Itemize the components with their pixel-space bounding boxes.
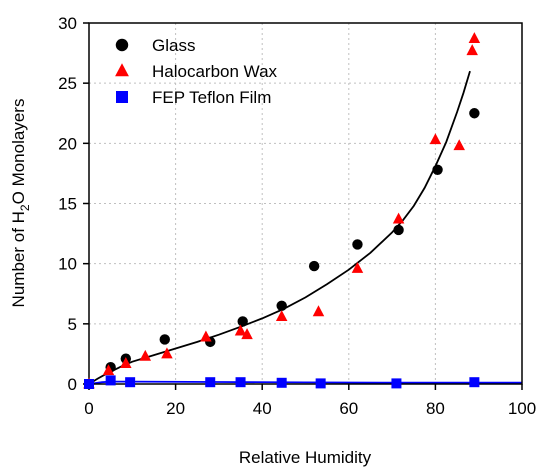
data-point [200, 330, 212, 342]
data-point [393, 224, 404, 236]
data-point [241, 328, 253, 340]
x-tick-label: 80 [426, 399, 445, 418]
data-point [161, 347, 173, 359]
y-tick-label: 25 [58, 74, 77, 93]
data-point [315, 378, 326, 389]
data-point [276, 300, 287, 311]
legend-marker [115, 63, 129, 77]
legend-label: Halocarbon Wax [152, 62, 278, 81]
data-point [352, 239, 363, 250]
data-point [234, 324, 247, 336]
data-point [312, 305, 325, 317]
x-axis-title: Relative Humidity [239, 448, 372, 467]
data-point [102, 364, 115, 376]
data-point [432, 164, 443, 176]
data-point [237, 316, 248, 327]
data-point [391, 378, 402, 389]
data-point [235, 377, 246, 388]
legend-label: Glass [152, 36, 195, 55]
grid-lines [89, 23, 522, 384]
data-point [84, 379, 94, 389]
data-point [468, 32, 481, 44]
fit-curve [88, 380, 522, 385]
x-tick-label: 40 [253, 399, 272, 418]
data-point [120, 357, 132, 368]
data-point [105, 375, 116, 386]
y-tick-label: 15 [58, 195, 77, 214]
y-tick-label: 10 [58, 255, 77, 274]
data-point [469, 377, 480, 388]
x-tick-label: 0 [84, 399, 93, 418]
data-point [469, 108, 480, 119]
data-point [392, 212, 405, 224]
legend-marker [115, 38, 129, 52]
data-point [125, 377, 136, 388]
data-point [308, 260, 320, 272]
x-tick-label: 60 [339, 399, 358, 418]
fit-curve [88, 70, 471, 385]
data-markers [83, 32, 481, 390]
y-tick-label: 30 [58, 14, 77, 33]
y-tick-label: 5 [68, 315, 77, 334]
x-tick-label: 20 [166, 399, 185, 418]
data-point [276, 377, 287, 388]
y-tick-label: 20 [58, 134, 77, 153]
data-point [275, 310, 288, 322]
data-point [159, 334, 170, 345]
data-point [139, 349, 152, 361]
legend-label: FEP Teflon Film [152, 88, 271, 107]
y-axis-title: Number of H2O Monolayers [9, 99, 32, 308]
data-point [453, 139, 465, 151]
legend-marker [116, 91, 128, 103]
legend: Glass Halocarbon Wax FEP Teflon Film [115, 36, 278, 107]
data-point [429, 133, 442, 145]
data-point [351, 261, 364, 273]
data-point [466, 44, 478, 56]
y-tick-label: 0 [68, 375, 77, 394]
data-point [205, 377, 216, 388]
fit-curves [88, 70, 522, 385]
axis-ticks: 0 20 40 60 80 100 0 5 10 15 20 25 30 [58, 14, 536, 418]
x-tick-label: 100 [508, 399, 536, 418]
